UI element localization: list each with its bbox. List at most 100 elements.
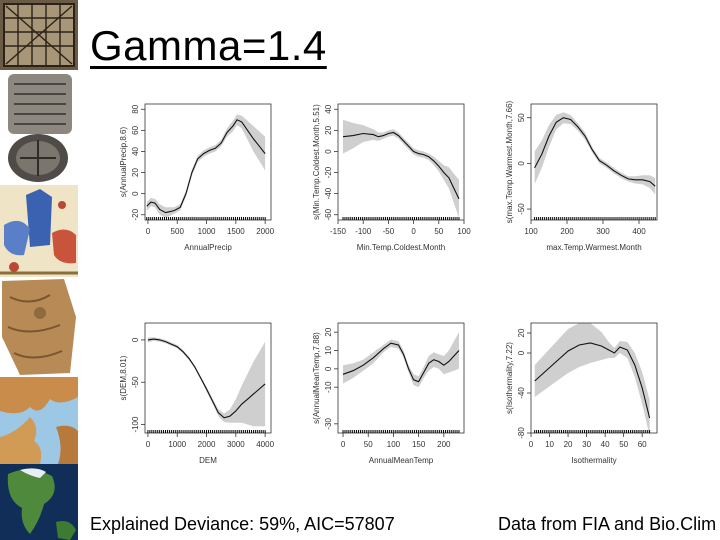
x-tick-label: 100 (457, 227, 471, 236)
smooth-line (147, 338, 266, 419)
thumbnail-globe-map (0, 464, 78, 540)
data-source-text: Data from FIA and Bio.Clim (498, 514, 717, 534)
x-tick-label: 50 (364, 440, 373, 449)
x-tick-label: 2000 (198, 440, 216, 449)
y-tick-label: 0 (517, 161, 526, 166)
x-tick-label: 40 (601, 440, 610, 449)
y-tick-label: -20 (131, 208, 140, 220)
y-tick-label: -50 (131, 376, 140, 388)
gam-panel-2: -150 -100 -50 0 50 100 -60 -40 -20 0 20 40 Min.Temp.… (312, 103, 471, 252)
x-axis-label: AnnualPrecip (184, 243, 232, 252)
y-tick-label: 0 (131, 337, 140, 342)
smooth-line (534, 117, 656, 187)
confidence-band (534, 323, 650, 436)
x-axis-label: AnnualMeanTemp (369, 456, 434, 465)
x-tick-label: 400 (632, 227, 646, 236)
confidence-band (147, 337, 266, 427)
y-tick-label: 0 (324, 366, 333, 371)
rug-marks (146, 217, 266, 220)
x-tick-label: 50 (434, 227, 443, 236)
thumbnail-parchment-map (0, 277, 78, 377)
plot-frame (530, 103, 658, 221)
smooth-line (146, 119, 266, 214)
y-tick-label: 50 (517, 113, 526, 122)
x-tick-label: -100 (355, 227, 372, 236)
y-axis-label: s(AnnualMeanTemp,7.88) (312, 332, 321, 424)
y-tick-label: 20 (131, 168, 140, 177)
x-tick-label: 1000 (198, 227, 216, 236)
x-tick-label: 150 (412, 440, 426, 449)
y-tick-label: 0 (324, 149, 333, 154)
y-tick-label: 20 (324, 327, 333, 336)
x-tick-label: 4000 (256, 440, 274, 449)
thumbnail-mediterranean-map (0, 377, 78, 464)
smooth-line (534, 342, 651, 419)
y-tick-label: -40 (324, 187, 333, 199)
globe-map-icon (0, 464, 78, 540)
y-tick-label: 60 (131, 125, 140, 134)
y-tick-label: 0 (131, 191, 140, 196)
x-axis-label: DEM (199, 456, 217, 465)
y-tick-label: 80 (131, 104, 140, 113)
explained-deviance-text: Explained Deviance: 59%, AIC=57807 (90, 514, 395, 534)
x-tick-label: 0 (529, 440, 534, 449)
y-tick-label: 40 (131, 146, 140, 155)
x-axis-label: max.Temp.Warmest.Month (546, 243, 641, 252)
y-tick-label: -60 (324, 208, 333, 220)
y-tick-label: 10 (324, 346, 333, 355)
parchment-map-icon (2, 279, 76, 375)
x-tick-label: 200 (437, 440, 451, 449)
y-axis-label: s(AnnualPrecip,8.6) (119, 127, 128, 198)
confidence-band (343, 119, 459, 218)
x-tick-label: 300 (596, 227, 610, 236)
x-tick-label: -50 (383, 227, 395, 236)
gam-panel-6: 0 10 20 30 40 50 60 -80 -40 0 20 Isothermality s(Iso… (505, 322, 658, 465)
x-tick-label: 1500 (227, 227, 245, 236)
x-tick-label: 500 (171, 227, 185, 236)
y-tick-label: 0 (517, 350, 526, 355)
y-tick-label: -30 (324, 418, 333, 430)
y-tick-label: -100 (131, 416, 140, 433)
y-axis-label: s(Min.Temp.Coldest.Month,5.51) (312, 104, 321, 220)
y-tick-label: -80 (517, 427, 526, 439)
y-axis-label: s(Isothermality,7.22) (505, 342, 514, 414)
y-axis-label: s(max.Temp.Warmest.Month,7.66) (505, 100, 514, 223)
x-tick-label: 20 (564, 440, 573, 449)
x-tick-label: 2000 (256, 227, 274, 236)
rug-marks (147, 430, 266, 433)
grid-map-icon (3, 3, 75, 67)
y-tick-label: -40 (517, 387, 526, 399)
x-axis-label: Isothermality (571, 456, 616, 465)
x-tick-label: 200 (560, 227, 574, 236)
medieval-map-icon (0, 185, 78, 277)
gam-panel-4: 0 1000 2000 3000 4000 -100 -50 0 DEM s(DEM,8.01) (119, 322, 275, 465)
smooth-line (342, 342, 460, 383)
thumbnail-strip (0, 0, 78, 540)
thumbnail-grid-map (0, 0, 78, 70)
plot-frame (144, 103, 272, 221)
thumbnail-medieval-map (0, 185, 78, 277)
y-tick-label: -10 (324, 381, 333, 393)
x-tick-label: 60 (638, 440, 647, 449)
gam-panel-1: 0 500 1000 1500 2000 -20 0 20 40 60 80 AnnualPrecip… (119, 103, 275, 252)
confidence-band (343, 332, 459, 388)
smooth-line (342, 131, 460, 200)
clay-tablet-icon (8, 74, 72, 182)
y-tick-label: 40 (324, 104, 333, 113)
y-axis-label: s(DEM,8.01) (119, 355, 128, 400)
gam-panel-5: 0 50 100 150 200 -30 -10 0 10 20 AnnualMeanTemp s(A… (312, 322, 465, 465)
y-tick-label: 20 (324, 125, 333, 134)
x-tick-label: 30 (582, 440, 591, 449)
x-tick-label: 0 (146, 227, 151, 236)
x-tick-label: -150 (330, 227, 347, 236)
x-tick-label: 50 (619, 440, 628, 449)
rug-marks (534, 430, 651, 433)
slide-title: Gamma=1.4 (90, 22, 327, 69)
x-axis-label: Min.Temp.Coldest.Month (357, 243, 445, 252)
y-tick-label: -20 (324, 166, 333, 178)
x-tick-label: 3000 (227, 440, 245, 449)
x-tick-label: 0 (146, 440, 151, 449)
rug-marks (342, 430, 460, 433)
x-tick-label: 0 (341, 440, 346, 449)
